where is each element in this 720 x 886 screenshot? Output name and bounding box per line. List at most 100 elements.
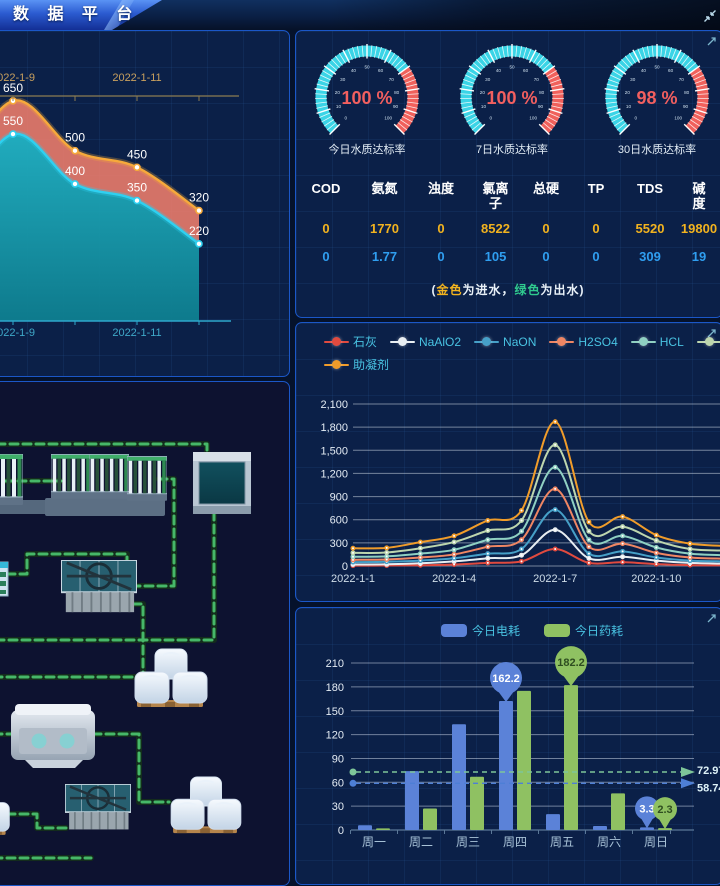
table-cell: 309 <box>622 243 678 271</box>
x-tick-label: 周日 <box>644 835 668 849</box>
svg-text:0: 0 <box>345 116 348 121</box>
x-tick-label: 周二 <box>409 835 433 849</box>
table-cell: 0 <box>570 215 622 243</box>
table-cell: 0 <box>522 215 570 243</box>
x-axis-top-label: 2022-1-9 <box>0 72 35 84</box>
legend-swatch <box>441 624 467 637</box>
svg-text:182.2: 182.2 <box>557 657 585 669</box>
svg-text:80: 80 <box>394 90 400 95</box>
table-header-cell: COD <box>296 181 356 215</box>
average-value: 72.97 <box>697 765 720 777</box>
y-tick-label: 0 <box>338 825 344 837</box>
gauge-label: 30日水质达标率 <box>618 142 696 156</box>
table-cell: 0 <box>296 243 356 271</box>
table-header-cell: 氯离子 <box>469 181 522 215</box>
table-header-cell: 总硬 <box>522 181 570 215</box>
bar[interactable] <box>376 828 390 830</box>
svg-text:100: 100 <box>529 116 537 121</box>
svg-text:30: 30 <box>485 77 491 82</box>
y-tick-label: 600 <box>330 515 348 527</box>
svg-text:90: 90 <box>538 104 544 109</box>
svg-text:100: 100 <box>384 116 392 121</box>
svg-text:90: 90 <box>393 104 399 109</box>
membrane-rack-platform <box>45 454 167 516</box>
bar[interactable] <box>593 826 607 830</box>
line-chart-legend: 石灰 NaAlO2 NaON H2SO4 HCL NaCLO 助凝剂 <box>324 330 720 376</box>
dosing-tank <box>0 562 8 596</box>
legend-item[interactable]: HCL <box>631 335 684 349</box>
average-value: 58.74 <box>697 782 720 794</box>
table-header-cell: 浊度 <box>413 181 469 215</box>
svg-text:100: 100 <box>674 116 682 121</box>
x-tick-label: 周六 <box>597 835 621 849</box>
legend-item[interactable]: NaAlO2 <box>390 335 461 349</box>
svg-text:400: 400 <box>65 164 85 178</box>
svg-text:20: 20 <box>480 90 486 95</box>
svg-text:320: 320 <box>189 191 209 205</box>
expand-icon[interactable] <box>705 35 718 48</box>
chemical-dosing-panel: 石灰NaAlO2NaONH2SO4HCLNaCLO助凝剂 03006009001… <box>295 322 720 602</box>
bar[interactable] <box>611 793 625 830</box>
y-tick-label: 120 <box>326 730 344 742</box>
svg-text:450: 450 <box>127 147 147 161</box>
table-cell: 0 <box>413 215 469 243</box>
page-title: 数 据 平 台 <box>0 0 162 30</box>
bar[interactable] <box>405 771 419 830</box>
gauge-value: 100 % <box>341 88 392 108</box>
collapse-icon[interactable] <box>703 9 717 23</box>
table-cell: 0 <box>522 243 570 271</box>
svg-text:50: 50 <box>509 65 515 70</box>
x-tick-label: 周一 <box>362 835 386 849</box>
y-tick-label: 150 <box>326 706 344 718</box>
y-tick-label: 180 <box>326 682 344 694</box>
bar[interactable] <box>499 701 513 830</box>
expand-icon[interactable] <box>705 612 718 625</box>
svg-text:80: 80 <box>539 90 545 95</box>
bar[interactable] <box>546 814 560 830</box>
svg-text:10: 10 <box>626 104 632 109</box>
y-tick-label: 300 <box>330 538 348 550</box>
table-header-cell: TDS <box>622 181 678 215</box>
y-tick-label: 90 <box>332 753 344 765</box>
y-tick-label: 1,800 <box>320 422 348 434</box>
table-cell: 19800 <box>678 215 720 243</box>
y-tick-label: 60 <box>332 777 344 789</box>
legend-item[interactable]: 助凝剂 <box>324 356 389 373</box>
legend-item[interactable]: NaCLO <box>697 335 720 349</box>
bar[interactable] <box>423 809 437 830</box>
svg-text:50: 50 <box>654 65 660 70</box>
table-cell: 1770 <box>356 215 413 243</box>
legend-item[interactable]: H2SO4 <box>549 335 617 349</box>
note-green-word: 绿色 <box>515 283 541 297</box>
gauge-label: 7日水质达标率 <box>476 142 548 156</box>
table-cell: 5520 <box>622 215 678 243</box>
facility-3d-panel <box>0 381 290 886</box>
svg-text:80: 80 <box>684 90 690 95</box>
table-cell: 105 <box>469 243 522 271</box>
x-tick-label: 周五 <box>550 835 574 849</box>
svg-text:3.3: 3.3 <box>639 803 654 815</box>
bar[interactable] <box>564 685 578 830</box>
svg-text:30: 30 <box>630 77 636 82</box>
svg-text:70: 70 <box>389 77 395 82</box>
table-cell: 1.77 <box>356 243 413 271</box>
bar[interactable] <box>517 691 531 830</box>
bag-stack <box>0 781 9 835</box>
bar[interactable] <box>358 825 372 830</box>
note-gold-word: 金色 <box>436 283 462 297</box>
svg-text:30: 30 <box>340 77 346 82</box>
legend-item[interactable]: NaON <box>474 335 536 349</box>
facility-3d-diagram <box>0 382 288 884</box>
bar[interactable] <box>470 777 484 830</box>
storage-pool <box>193 452 251 514</box>
legend-label: 助凝剂 <box>353 356 389 373</box>
bar[interactable] <box>452 724 466 830</box>
legend-item[interactable]: 石灰 <box>324 333 377 350</box>
y-tick-label: 1,500 <box>320 445 348 457</box>
svg-text:60: 60 <box>378 68 384 73</box>
